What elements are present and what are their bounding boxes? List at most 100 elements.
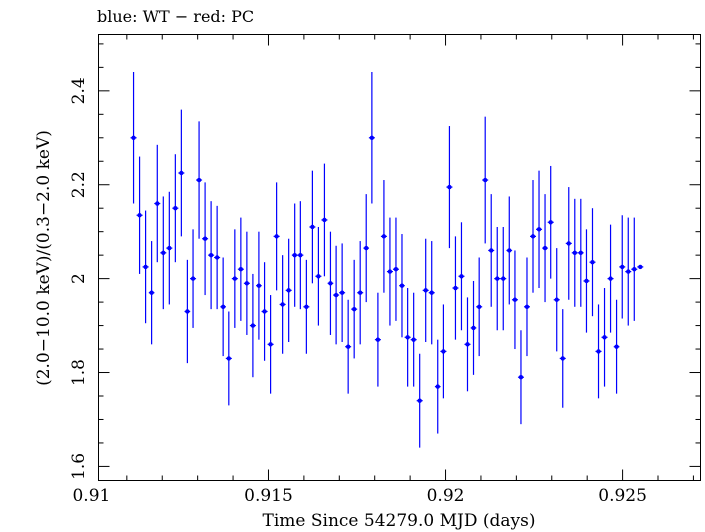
- y-tick-label: 1.6: [69, 453, 89, 480]
- data-point: [304, 304, 309, 309]
- data-point: [262, 309, 267, 314]
- data-point: [214, 255, 220, 260]
- data-point: [602, 335, 607, 340]
- data-point: [429, 290, 434, 295]
- data-point: [482, 177, 488, 183]
- data-point: [638, 264, 643, 270]
- data-point: [411, 337, 416, 342]
- data-point: [286, 288, 291, 293]
- data-point: [250, 323, 256, 328]
- data-point: [471, 325, 476, 331]
- data-point: [626, 269, 631, 274]
- data-point: [202, 236, 208, 241]
- data-point: [220, 304, 226, 309]
- data-point: [149, 290, 154, 295]
- data-point: [351, 306, 357, 312]
- data-point: [375, 337, 381, 342]
- data-point: [465, 342, 470, 347]
- data-point: [512, 297, 518, 302]
- data-point: [226, 356, 232, 361]
- data-points: [130, 72, 644, 448]
- data-point: [489, 248, 494, 253]
- data-point: [333, 292, 339, 298]
- data-point: [453, 285, 458, 291]
- data-point: [578, 250, 584, 256]
- data-point: [530, 234, 536, 239]
- data-point: [417, 398, 422, 403]
- data-point: [143, 264, 148, 270]
- data-point: [244, 281, 250, 286]
- data-point: [560, 356, 565, 361]
- data-point: [190, 276, 196, 281]
- data-point: [381, 234, 387, 239]
- data-point: [196, 177, 202, 183]
- data-point: [232, 276, 238, 281]
- data-point: [173, 206, 178, 211]
- data-point: [298, 252, 303, 258]
- data-point: [167, 245, 172, 251]
- data-point: [399, 283, 405, 288]
- data-point: [131, 135, 136, 140]
- data-point: [310, 224, 315, 230]
- chart-title: blue: WT − red: PC: [97, 7, 254, 26]
- data-point: [536, 227, 542, 232]
- data-point: [566, 241, 571, 246]
- data-point: [268, 342, 273, 347]
- data-point: [405, 335, 410, 340]
- data-point: [620, 264, 625, 270]
- data-point: [459, 274, 464, 279]
- data-point: [393, 267, 399, 272]
- data-point: [632, 267, 637, 272]
- data-point: [292, 252, 297, 258]
- data-point: [179, 170, 184, 176]
- data-point: [495, 276, 500, 281]
- data-point: [155, 201, 160, 206]
- data-point: [161, 250, 166, 256]
- data-point: [387, 269, 393, 274]
- data-point: [501, 276, 506, 281]
- data-point: [441, 349, 446, 354]
- data-point: [328, 281, 333, 286]
- data-point: [208, 252, 214, 258]
- data-point: [596, 349, 601, 354]
- axis-ticks: [98, 34, 701, 481]
- data-point: [274, 234, 279, 239]
- data-point: [345, 344, 351, 349]
- y-tick-label: 2.2: [69, 171, 89, 198]
- data-point: [590, 259, 595, 265]
- data-point: [548, 220, 553, 225]
- data-point: [369, 135, 375, 140]
- data-point: [339, 290, 345, 295]
- data-point: [316, 274, 321, 279]
- data-point: [507, 248, 512, 253]
- data-point: [238, 267, 244, 272]
- data-point: [608, 276, 613, 281]
- data-point: [542, 245, 548, 251]
- y-tick-label: 2.4: [69, 77, 89, 104]
- data-point: [280, 302, 285, 307]
- data-point: [137, 213, 142, 218]
- data-point: [524, 304, 530, 309]
- data-point: [614, 344, 619, 349]
- data-point: [435, 384, 440, 389]
- data-point: [584, 278, 589, 284]
- data-point: [423, 288, 428, 293]
- y-tick-label: 1.8: [69, 359, 89, 386]
- y-axis-label: (2.0−10.0 keV)/(0.3−2.0 keV): [34, 130, 54, 386]
- data-point: [256, 283, 262, 288]
- data-point: [447, 184, 452, 190]
- data-point: [357, 290, 363, 295]
- axis-tick-labels: 0.91 0.915 0.92 0.925 1.6 1.8 2 2.2 2.4: [69, 77, 647, 506]
- x-tick-label: 0.91: [72, 486, 110, 506]
- data-point: [476, 304, 482, 309]
- x-tick-label: 0.915: [244, 486, 293, 506]
- data-point: [554, 297, 559, 302]
- data-point: [322, 217, 327, 223]
- data-point: [518, 375, 524, 380]
- plot-frame: [98, 34, 701, 481]
- x-axis-label: Time Since 54279.0 MJD (days): [263, 511, 536, 531]
- y-tick-label: 2: [69, 273, 89, 284]
- data-point: [185, 309, 190, 314]
- x-tick-label: 0.92: [427, 486, 465, 506]
